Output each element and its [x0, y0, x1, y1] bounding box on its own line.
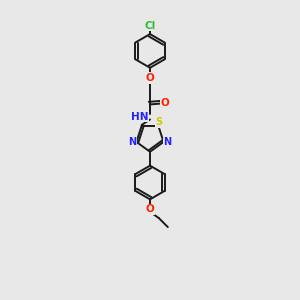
Text: S: S — [156, 117, 163, 128]
Text: HN: HN — [130, 112, 148, 122]
Text: N: N — [164, 137, 172, 147]
Text: Cl: Cl — [144, 21, 156, 31]
Text: O: O — [146, 204, 154, 214]
Text: O: O — [146, 73, 154, 83]
Text: O: O — [161, 98, 170, 108]
Text: N: N — [128, 137, 136, 147]
